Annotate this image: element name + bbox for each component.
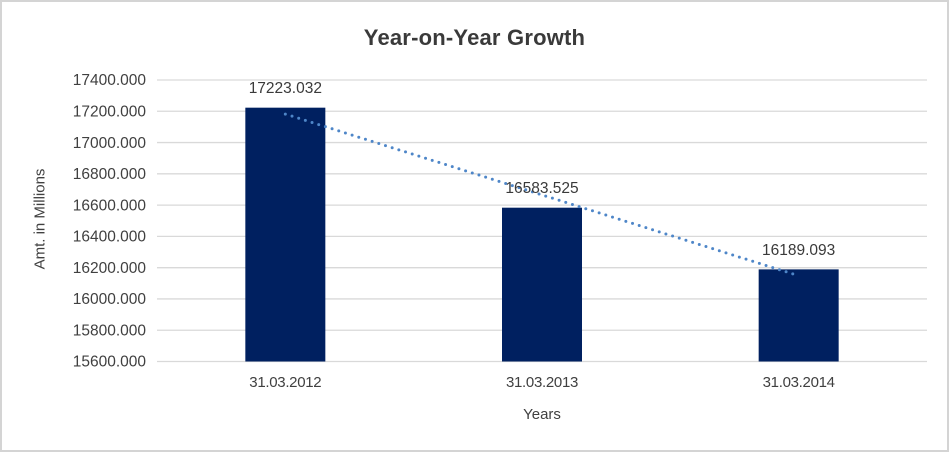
chart-title: Year-on-Year Growth (363, 25, 586, 50)
y-tick-label: 17000.000 (73, 135, 147, 152)
x-category-label: 31.03.2012 (249, 374, 321, 391)
bar-31.03.2014 (758, 269, 839, 362)
bar-31.03.2012 (245, 107, 326, 362)
y-tick-label: 17200.000 (73, 103, 147, 120)
y-tick-label: 15800.000 (73, 322, 147, 339)
bar-data-label: 16583.525 (505, 180, 578, 197)
bar-data-label: 17223.032 (249, 80, 322, 97)
x-category-label: 31.03.2014 (763, 374, 835, 391)
y-tick-label: 16800.000 (73, 166, 147, 183)
bar-data-label: 16189.093 (762, 242, 835, 259)
y-tick-label: 17400.000 (73, 72, 147, 89)
y-tick-label: 15600.000 (73, 354, 147, 371)
x-category-label: 31.03.2013 (506, 374, 578, 391)
y-tick-label: 16200.000 (73, 260, 147, 277)
x-axis-title: Years (523, 406, 561, 423)
y-tick-label: 16000.000 (73, 291, 147, 308)
trendline-dotted (283, 112, 801, 278)
y-tick-label: 16400.000 (73, 229, 147, 246)
y-tick-label: 16600.000 (73, 197, 147, 214)
bar-31.03.2013 (502, 207, 582, 362)
